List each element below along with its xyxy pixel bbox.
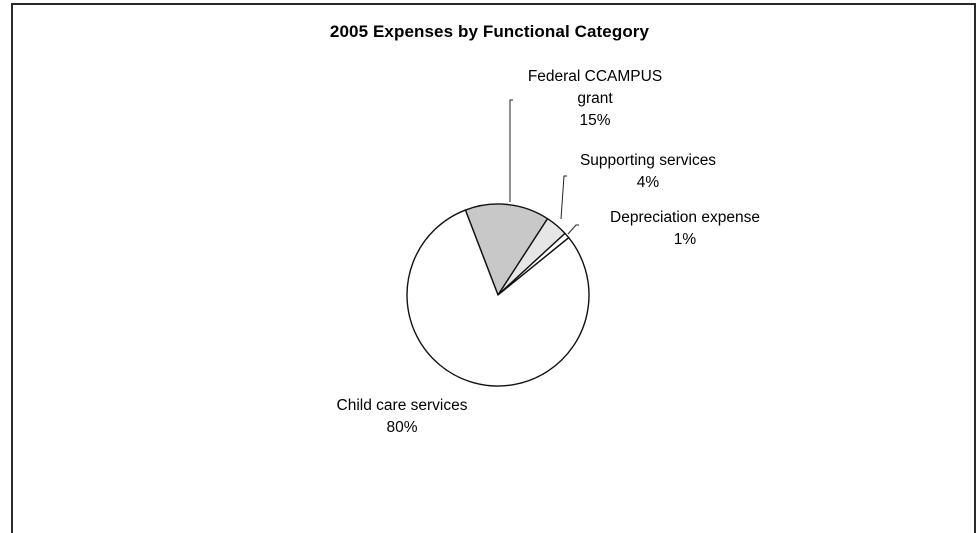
slice-name-supporting: Supporting services (579, 152, 717, 169)
slice-percent-supporting: 4% (636, 174, 660, 191)
slice-percent-depreciation: 1% (673, 231, 697, 248)
pie-slice-child-care (406, 209, 590, 387)
chart-frame (11, 3, 976, 533)
slice-percent-child-care: 80% (386, 419, 418, 436)
slice-label-child-care: Child care services 80% (312, 395, 492, 439)
chart-title: 2005 Expenses by Functional Category (329, 22, 650, 41)
leader-line-supporting (560, 175, 567, 220)
slice-label-depreciation: Depreciation expense 1% (575, 207, 795, 251)
slice-label-federal: Federal CCAMPUS grant 15% (515, 66, 675, 132)
pie-slice-federal (464, 203, 549, 296)
slice-label-supporting: Supporting services 4% (560, 150, 736, 194)
leader-line-federal (509, 99, 513, 202)
slice-name-depreciation: Depreciation expense (610, 209, 760, 226)
slice-name-child-care: Child care services (336, 397, 468, 414)
leader-line-depreciation (567, 224, 579, 235)
slice-percent-federal: 15% (579, 112, 611, 129)
slice-name-federal-line2: grant (577, 90, 613, 107)
slice-name-federal-line1: Federal CCAMPUS (527, 68, 663, 85)
